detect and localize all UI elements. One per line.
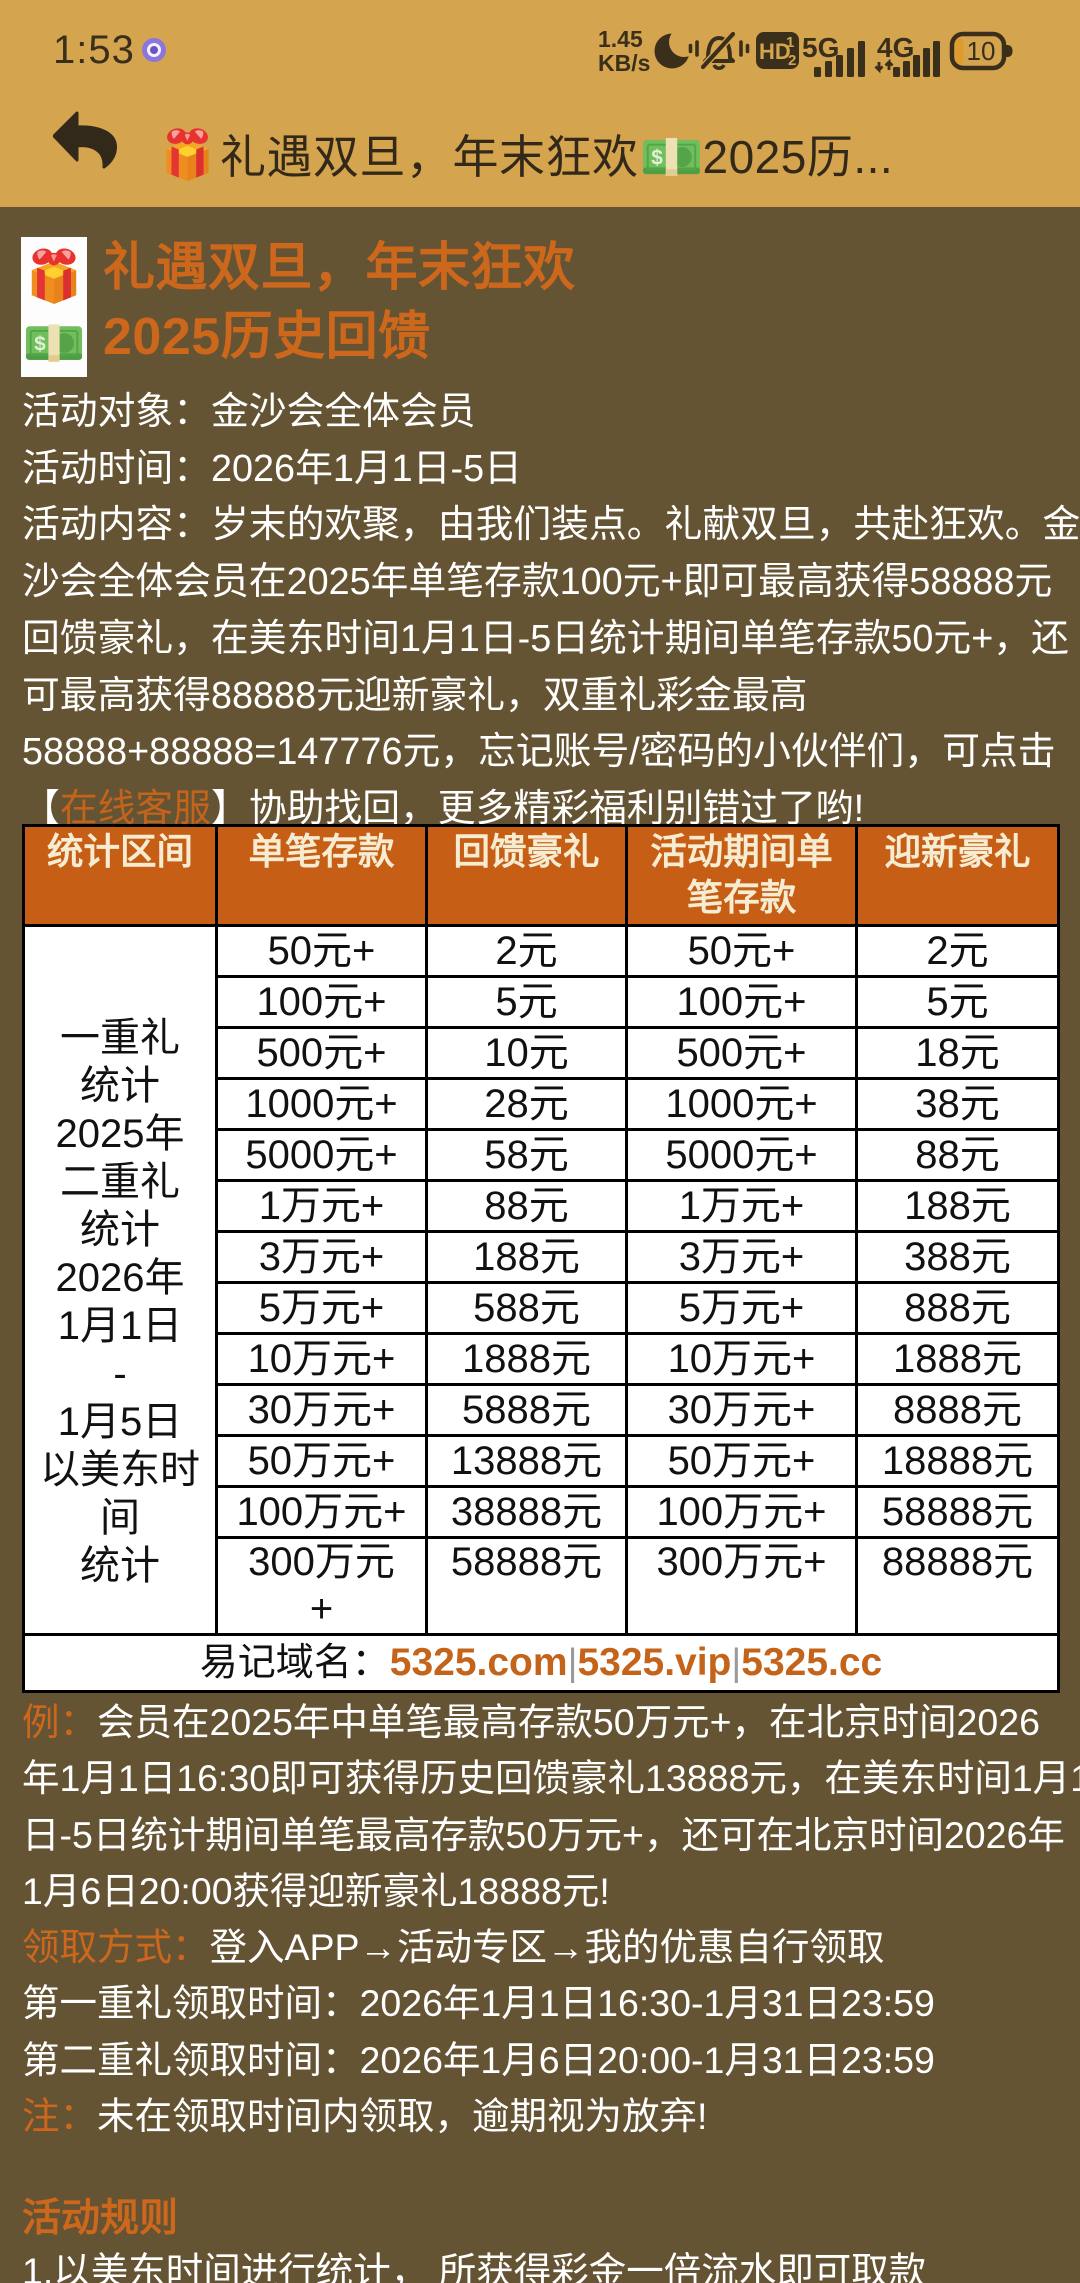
svg-text:10: 10	[967, 36, 996, 66]
svg-text:HD: HD	[759, 39, 791, 64]
svg-text:5G: 5G	[802, 32, 839, 63]
svg-text:1: 1	[786, 34, 794, 51]
svg-text:2: 2	[788, 52, 796, 69]
svg-text:4G: 4G	[877, 32, 914, 63]
